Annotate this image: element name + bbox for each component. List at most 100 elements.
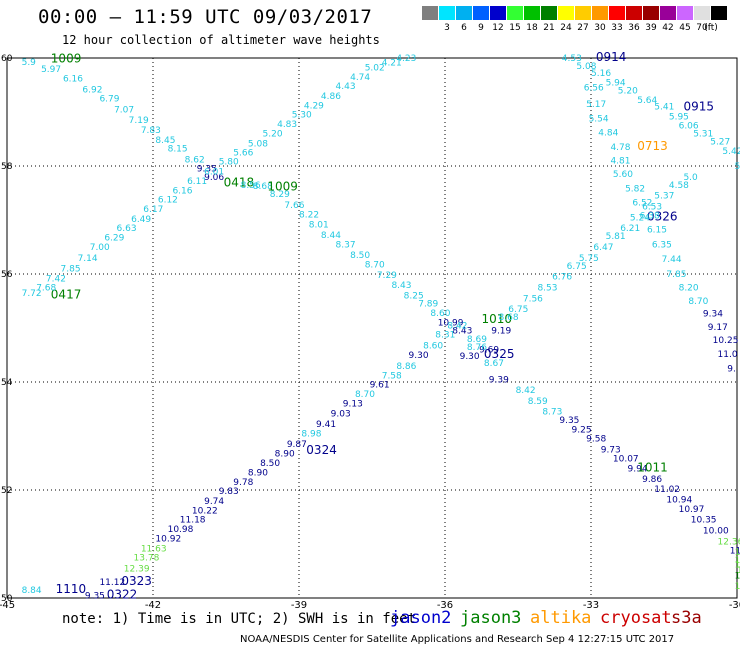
- wave-height-label: 13.78: [134, 554, 160, 564]
- x-tick-label: -33: [583, 600, 599, 611]
- colorbar-label: 70: [696, 23, 708, 33]
- wave-height-label: 5.02: [365, 64, 385, 74]
- y-tick-label: 52: [1, 486, 12, 496]
- wave-height-label: 5.17: [586, 100, 606, 110]
- wave-height-label: 6.76: [552, 273, 572, 283]
- wave-height-label: 7.44: [662, 255, 682, 265]
- wave-height-label: 5.31: [693, 130, 713, 140]
- wave-height-label: 9.06: [204, 173, 224, 183]
- y-tick-label: 56: [1, 270, 13, 280]
- wave-height-label: 8.25: [404, 292, 424, 302]
- wave-height-label: 8.70: [365, 260, 385, 270]
- wave-height-label: 5.60: [613, 170, 633, 180]
- colorbar-label: 36: [628, 23, 640, 33]
- wave-height-label: 8.67: [484, 359, 504, 369]
- wave-height-label: 5.95: [669, 112, 689, 122]
- wave-height-label: 9.86: [642, 475, 662, 485]
- wave-height-label: 16: [735, 571, 740, 581]
- wave-height-label: 8.50: [350, 251, 370, 261]
- wave-height-label: 7.07: [114, 105, 134, 115]
- wave-height-label: 5.0: [683, 173, 698, 183]
- wave-height-label: 8.43: [391, 281, 411, 291]
- wave-height-label: 6.52: [632, 199, 652, 209]
- colorbar-label: 21: [543, 23, 555, 33]
- colorbar-swatch: [660, 6, 677, 20]
- wave-height-label: 4.53: [562, 54, 582, 64]
- wave-height-label: 12.39: [124, 564, 150, 574]
- colorbar-swatch: [677, 6, 694, 20]
- wave-height-label: 9.69: [479, 346, 499, 356]
- wave-height-label: 8.68: [253, 182, 273, 192]
- wave-height-label: 5.42: [722, 147, 740, 157]
- wave-height-label: 6.56: [584, 84, 604, 94]
- wave-height-label: 7.72: [22, 289, 42, 299]
- y-tick-label: 54: [1, 378, 13, 388]
- wave-height-label: 6.01: [204, 167, 224, 177]
- wave-height-label: 8.53: [537, 284, 557, 294]
- wave-height-label: 9.35: [85, 591, 105, 601]
- colorbar-swatch: [575, 6, 592, 20]
- wave-height-label: 9.58: [586, 435, 606, 445]
- legend-s3a: s3a: [671, 608, 702, 628]
- pass-time-label: 0322: [107, 587, 138, 601]
- wave-height-label: 9.78: [233, 478, 253, 488]
- wave-height-label: 9.13: [343, 400, 363, 410]
- wave-height-label: 5.37: [654, 192, 674, 202]
- wave-height-label: 8.70: [355, 390, 375, 400]
- wave-height-label: 6.06: [679, 122, 699, 132]
- colorbar-label: 6: [461, 23, 467, 33]
- wave-height-label: 4.43: [336, 82, 356, 92]
- wave-height-label: 10.07: [613, 455, 639, 465]
- wave-height-label: 6.47: [593, 243, 613, 253]
- pass-time-label: 1110: [56, 582, 87, 596]
- wave-height-label: 11.63: [141, 544, 167, 554]
- colorbar-swatch: [490, 6, 507, 20]
- wave-height-label: 10.25: [713, 336, 739, 346]
- wave-height-label: 8.22: [299, 211, 319, 221]
- pass-time-label: 1010: [482, 312, 513, 326]
- legend-altika: altika: [530, 608, 592, 628]
- colorbar-label: 30: [594, 23, 606, 33]
- wave-height-label: 11.12: [99, 578, 125, 588]
- wave-height-label: 5.97: [41, 65, 61, 75]
- colorbar-swatch: [541, 6, 558, 20]
- wave-height-label: 7.56: [523, 294, 543, 304]
- wave-height-label: 7.68: [36, 284, 56, 294]
- y-tick-label: 60: [1, 54, 13, 64]
- pass-time-label: 0418: [224, 175, 255, 189]
- colorbar-label: 12: [492, 23, 504, 33]
- wave-height-label: 8.70: [688, 297, 708, 307]
- wave-height-label: 4.81: [610, 157, 630, 167]
- wave-height-label: 6.11: [187, 177, 207, 187]
- wave-height-label: 6.12: [158, 195, 178, 205]
- wave-height-label: 8.20: [679, 284, 699, 294]
- wave-height-label: 8.44: [321, 231, 341, 241]
- wave-height-label: 7.00: [90, 243, 110, 253]
- wave-height-label: 9.39: [489, 375, 509, 385]
- wave-height-label: 5.54: [589, 114, 609, 124]
- wave-height-label: 5.9: [22, 58, 37, 68]
- colorbar-label: 42: [662, 23, 674, 33]
- wave-height-label: 8.50: [260, 459, 280, 469]
- wave-height-label: 9.35: [559, 416, 579, 426]
- wave-height-label: 6.53: [642, 203, 662, 213]
- wave-height-label: 10.92: [155, 535, 181, 545]
- y-tick-label: 58: [1, 162, 13, 172]
- pass-time-label: 0914: [596, 50, 627, 64]
- colorbar-swatch: [592, 6, 609, 20]
- wave-height-label: 9.17: [708, 323, 728, 333]
- colorbar-swatch: [524, 6, 541, 20]
- wave-height-label: 7.29: [377, 271, 397, 281]
- wave-height-label: 9.30: [460, 352, 480, 362]
- wave-height-label: 4.58: [669, 181, 689, 191]
- colorbar-swatch: [507, 6, 524, 20]
- legend-cryosat: cryosat: [600, 608, 672, 628]
- wave-height-label: 6.21: [620, 224, 640, 234]
- wave-height-label: 13: [737, 566, 740, 576]
- wave-height-label: 6.15: [647, 226, 667, 236]
- wave-height-label: 7.58: [382, 372, 402, 382]
- wave-height-label: 8.68: [499, 313, 519, 323]
- wave-height-label: 5.64: [637, 96, 657, 106]
- wave-height-label: 10.00: [703, 527, 729, 537]
